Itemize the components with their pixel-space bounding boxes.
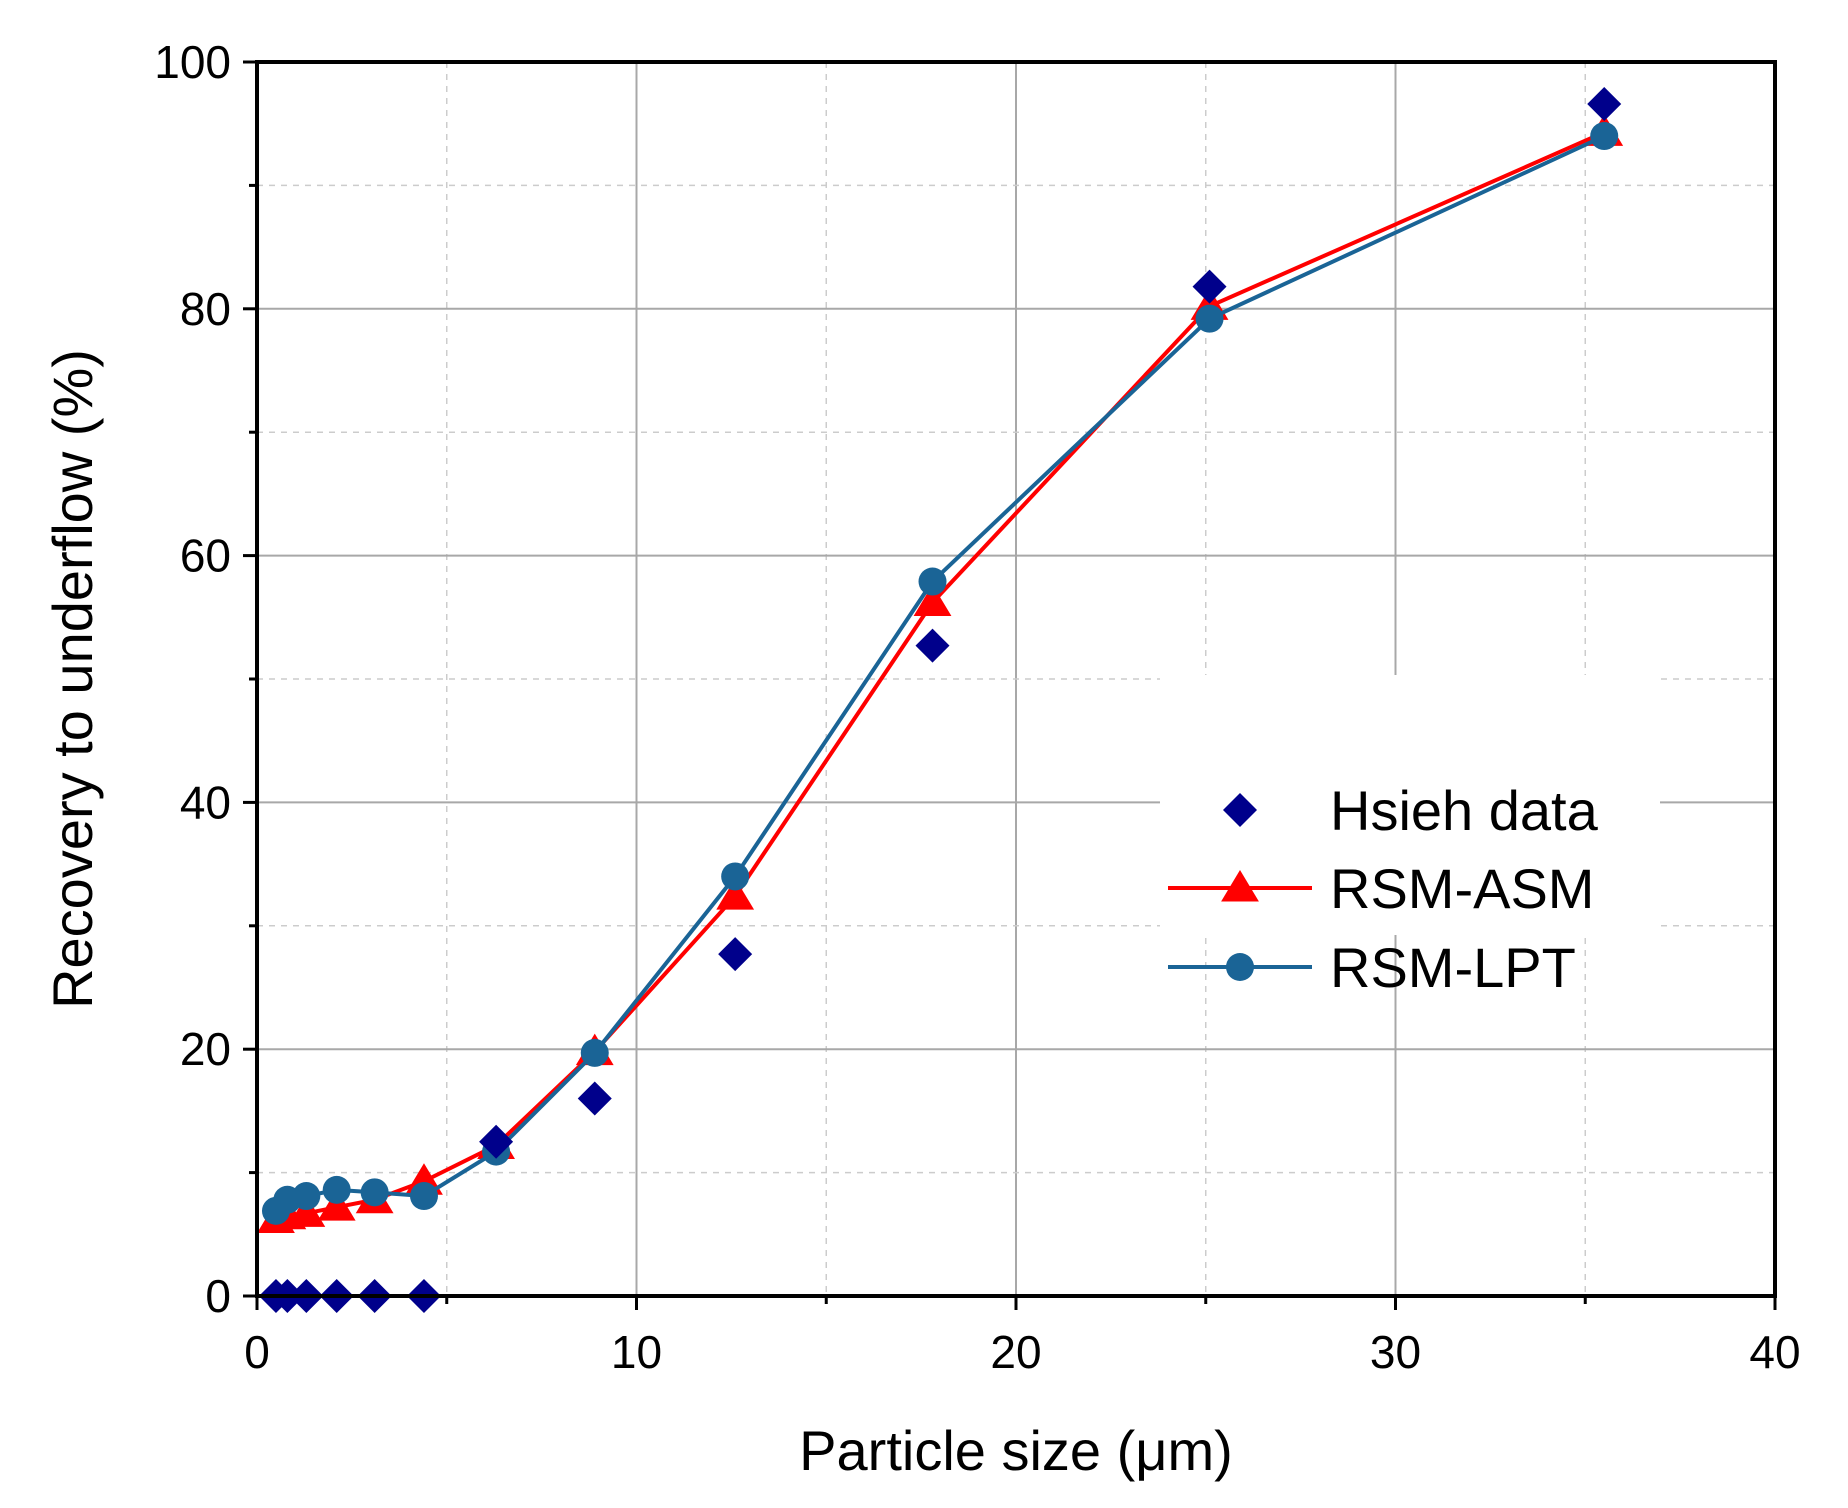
x-axis-title: Particle size (μm) [799,1419,1233,1482]
rsm-lpt-point [360,1178,389,1207]
legend-label: Hsieh data [1330,779,1599,842]
rsm-asm-point [716,878,755,910]
rsm-lpt-point [1195,304,1224,333]
x-tick-label: 10 [611,1326,662,1378]
hsieh-data-point [718,937,753,972]
y-tick-label: 20 [180,1023,231,1075]
y-axis-title: Recovery to underflow (%) [41,349,104,1009]
rsm-asm-point [317,1189,356,1221]
legend-marker [1221,870,1259,902]
rsm-lpt-point [918,567,947,596]
rsm-lpt-point [580,1038,609,1067]
y-tick-label: 100 [154,36,231,88]
hsieh-data-point [577,1081,612,1116]
axis-ticks: 0 10 20 30 40 0 20 40 60 80 100 [154,36,1800,1378]
hsieh-data-point [1587,86,1622,121]
legend-item-rsm-lpt: RSM-LPT [1168,936,1576,999]
x-tick-label: 30 [1370,1326,1421,1378]
legend-label: RSM-LPT [1330,936,1576,999]
plot-frame [255,60,1777,1298]
legend-marker [1223,793,1257,827]
x-tick-label: 0 [244,1326,270,1378]
series-layer [257,86,1624,1313]
hsieh-data-point [1192,269,1227,304]
y-tick-label: 0 [205,1270,231,1322]
rsm-asm-point [287,1195,326,1227]
rsm-asm-point [913,584,952,616]
rsm-lpt-point [721,862,750,891]
y-tick-label: 40 [180,776,231,828]
y-tick-label: 60 [180,530,231,582]
series-hsieh-data [258,86,1622,1313]
rsm-lpt-point [322,1175,351,1204]
legend-marker [1226,953,1254,981]
x-tick-label: 20 [990,1326,1041,1378]
rsm-lpt-point [409,1182,438,1211]
legend-item-rsm-asm: RSM-ASM [1168,857,1594,920]
rsm-lpt-point [292,1182,321,1211]
hsieh-data-point [479,1124,514,1159]
legend-label: RSM-ASM [1330,857,1594,920]
x-tick-label: 40 [1749,1326,1800,1378]
hsieh-data-point [915,628,950,663]
rsm-lpt-point [1590,122,1619,151]
legend-item-hsieh-data: Hsieh data [1223,779,1599,842]
y-tick-label: 80 [180,283,231,335]
legend: Hsieh data RSM-ASM RSM-LPT [1160,675,1660,999]
